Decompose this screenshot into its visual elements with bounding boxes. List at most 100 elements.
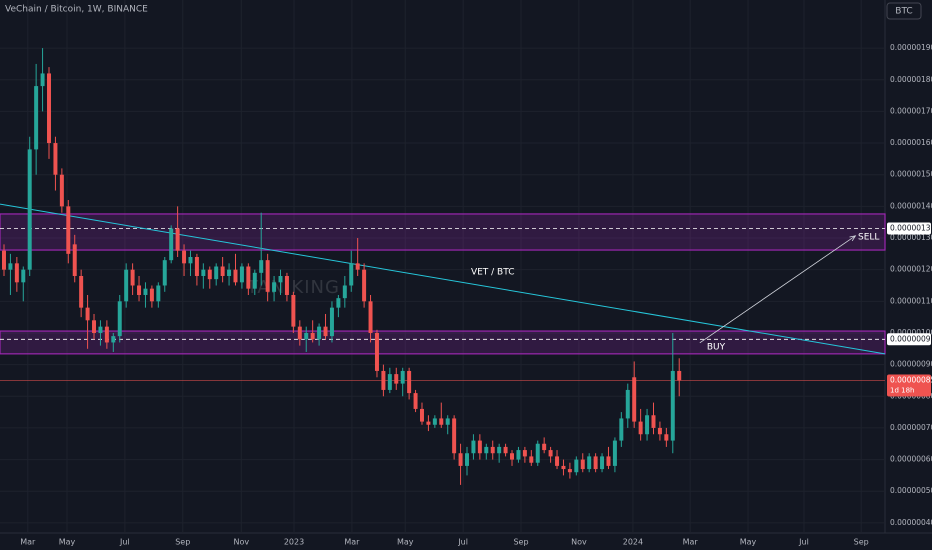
y-tick-label: 0.00000090 bbox=[890, 360, 932, 369]
candle-body bbox=[304, 332, 309, 340]
last-price-label: 0.00000085 bbox=[890, 375, 932, 384]
y-tick-label: 0.00000070 bbox=[890, 423, 932, 432]
arrow-head bbox=[849, 235, 857, 242]
candle-body bbox=[529, 456, 534, 463]
candle-body bbox=[612, 440, 617, 466]
candle-body bbox=[548, 450, 553, 457]
candle-body bbox=[625, 389, 630, 419]
candle-body bbox=[130, 269, 135, 286]
candle-body bbox=[555, 456, 560, 466]
candle-body bbox=[465, 453, 469, 466]
candle-body bbox=[27, 149, 32, 270]
candle-body bbox=[143, 288, 148, 295]
x-tick-label: Jul bbox=[457, 538, 468, 547]
x-tick-label: 2023 bbox=[284, 538, 304, 547]
x-tick-label: May bbox=[397, 538, 414, 547]
candle-body bbox=[432, 418, 437, 425]
candle-body bbox=[34, 86, 39, 150]
annotation: BUY bbox=[707, 342, 726, 352]
candle-body bbox=[657, 427, 662, 435]
candle-body bbox=[381, 370, 386, 390]
candle-body bbox=[169, 228, 174, 261]
candle-body bbox=[214, 266, 219, 280]
candle-body bbox=[471, 440, 476, 454]
candle-body bbox=[677, 370, 682, 381]
candle-body bbox=[503, 446, 508, 454]
candle-body bbox=[252, 272, 257, 289]
y-tick-label: 0.00000130 bbox=[890, 233, 932, 242]
zone-price-label: 0.00000133 bbox=[890, 224, 932, 233]
candle-body bbox=[535, 443, 540, 463]
candle-body bbox=[21, 269, 26, 283]
candle-body bbox=[490, 446, 495, 454]
candle-body bbox=[445, 418, 450, 425]
candle-body bbox=[278, 275, 283, 283]
candle-body bbox=[355, 263, 360, 270]
x-tick-label: May bbox=[59, 538, 76, 547]
currency-button[interactable] bbox=[886, 2, 922, 20]
candle-body bbox=[1, 250, 6, 270]
candle-body bbox=[452, 418, 457, 454]
candle-body bbox=[561, 465, 566, 470]
candle-body bbox=[484, 446, 489, 454]
zone bbox=[0, 213, 886, 251]
candle-body bbox=[510, 453, 515, 460]
y-tick-label: 0.00000170 bbox=[890, 106, 932, 115]
candle-body bbox=[156, 285, 161, 302]
candle-body bbox=[111, 336, 116, 343]
candle-body bbox=[92, 320, 97, 333]
zone-price-tag bbox=[887, 333, 931, 346]
candle-body bbox=[407, 370, 412, 394]
countdown-label: 1d 18h bbox=[890, 386, 914, 394]
chart-title: VeChain / Bitcoin, 1W, BINANCE bbox=[5, 5, 148, 15]
candle-body bbox=[220, 266, 225, 276]
candle-body bbox=[227, 269, 232, 276]
y-tick-label: 0.00000150 bbox=[890, 170, 932, 179]
candle-body bbox=[207, 269, 212, 280]
candle-body bbox=[162, 260, 167, 286]
candle-body bbox=[201, 269, 206, 276]
x-tick-label: Mar bbox=[20, 538, 36, 547]
y-tick-label: 0.00000180 bbox=[890, 75, 932, 84]
annotation: SELL bbox=[858, 233, 879, 243]
candle-body bbox=[66, 206, 71, 254]
candle-body bbox=[419, 408, 424, 422]
y-tick-label: 0.00000050 bbox=[890, 486, 932, 495]
candle-body bbox=[246, 266, 251, 289]
candle-body bbox=[580, 459, 585, 470]
y-tick-label: 0.00000160 bbox=[890, 138, 932, 147]
candle-body bbox=[85, 307, 90, 321]
candle-body bbox=[79, 275, 84, 308]
candle-body bbox=[664, 434, 669, 441]
candle-body bbox=[400, 370, 405, 384]
currency-button-label[interactable]: BTC bbox=[895, 7, 912, 17]
candle-body bbox=[542, 443, 547, 451]
x-tick-label: Sep bbox=[175, 538, 190, 547]
candle-body bbox=[394, 374, 399, 384]
y-tick-label: 0.00000110 bbox=[890, 296, 932, 305]
y-tick-label: 0.00000120 bbox=[890, 265, 932, 274]
candle-body bbox=[651, 415, 656, 428]
candle-body bbox=[188, 257, 193, 264]
candle-body bbox=[323, 326, 328, 337]
candle-body bbox=[182, 250, 187, 264]
x-tick-label: Mar bbox=[344, 538, 360, 547]
x-tick-label: Nov bbox=[571, 538, 587, 547]
x-tick-label: Sep bbox=[513, 538, 528, 547]
candle-body bbox=[59, 174, 64, 207]
x-tick-label: 2024 bbox=[623, 538, 643, 547]
candle-body bbox=[284, 275, 289, 295]
candle-body bbox=[349, 263, 354, 286]
candle-body bbox=[413, 393, 418, 409]
candle-body bbox=[175, 228, 180, 251]
candle-body bbox=[310, 332, 315, 340]
candle-body bbox=[336, 298, 341, 308]
candle-body bbox=[291, 294, 296, 327]
candle-body bbox=[497, 446, 502, 454]
candle-body bbox=[362, 269, 367, 302]
candle-body bbox=[593, 456, 598, 470]
candle-body bbox=[368, 301, 373, 333]
